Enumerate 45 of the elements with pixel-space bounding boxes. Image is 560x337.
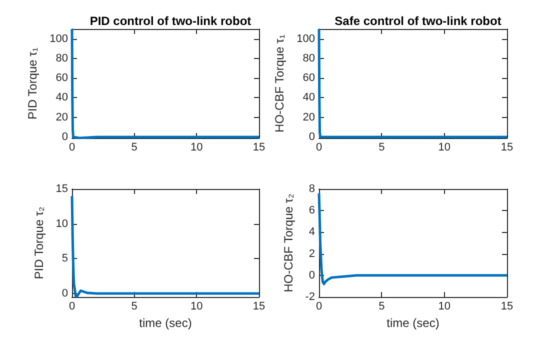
y-tick-label: 0 xyxy=(62,131,68,144)
line-series xyxy=(318,192,508,286)
y-tick-label: 0 xyxy=(308,131,315,144)
y-tick-label: 100 xyxy=(296,32,315,45)
y-tick-label: 20 xyxy=(56,111,68,124)
x-tick-label: 10 xyxy=(190,142,203,154)
chart-title: Safe control of two-link robot xyxy=(334,14,502,28)
y-tick-label: 5 xyxy=(62,252,68,265)
x-tick-label: 5 xyxy=(131,142,138,154)
y-tick-label: 80 xyxy=(302,52,315,64)
x-tick-label: 10 xyxy=(190,300,203,312)
y-axis-title: PID Torque τ₁ xyxy=(26,48,40,120)
y-tick-label: 0 xyxy=(62,288,68,300)
y-tick-label: 60 xyxy=(302,72,315,84)
y-axis-title: HO-CBF Torque τ₂ xyxy=(281,193,296,292)
y-tick-label: 0 xyxy=(308,269,315,282)
y-tick-label: 80 xyxy=(56,52,68,64)
y-tick-label: 20 xyxy=(302,111,315,124)
x-axis-title: time (sec) xyxy=(139,316,192,330)
y-tick-label: 40 xyxy=(56,92,68,104)
x-tick-label: 10 xyxy=(438,142,450,154)
x-tick-label: 5 xyxy=(131,300,138,312)
x-axis-title: time (sec) xyxy=(386,316,440,330)
y-tick-label: 2 xyxy=(308,248,315,260)
chart-title: PID control of two-link robot xyxy=(90,14,252,28)
y-tick-label: 6 xyxy=(308,204,315,217)
y-axis-title: HO-CBF Torque τ₁ xyxy=(272,34,287,132)
x-tick-label: 10 xyxy=(438,300,450,312)
x-tick-label: 15 xyxy=(500,142,514,154)
x-tick-label: 15 xyxy=(252,142,266,154)
y-tick-label: 40 xyxy=(302,92,315,104)
y-axis-title: PID Torque τ₂ xyxy=(32,206,46,280)
x-tick-label: 5 xyxy=(378,142,385,154)
y-tick-label: -2 xyxy=(305,291,315,303)
y-tick-label: 100 xyxy=(50,32,68,45)
x-tick-label: 5 xyxy=(378,300,385,312)
y-tick-label: 4 xyxy=(308,226,315,238)
y-tick-label: 10 xyxy=(56,218,68,230)
x-tick-label: 15 xyxy=(252,300,266,312)
y-tick-label: 60 xyxy=(56,72,68,84)
y-tick-label: 15 xyxy=(56,183,68,195)
line-series xyxy=(70,28,260,140)
x-tick-label: 15 xyxy=(500,300,514,312)
y-tick-label: 8 xyxy=(308,183,315,195)
line-series xyxy=(318,28,508,138)
